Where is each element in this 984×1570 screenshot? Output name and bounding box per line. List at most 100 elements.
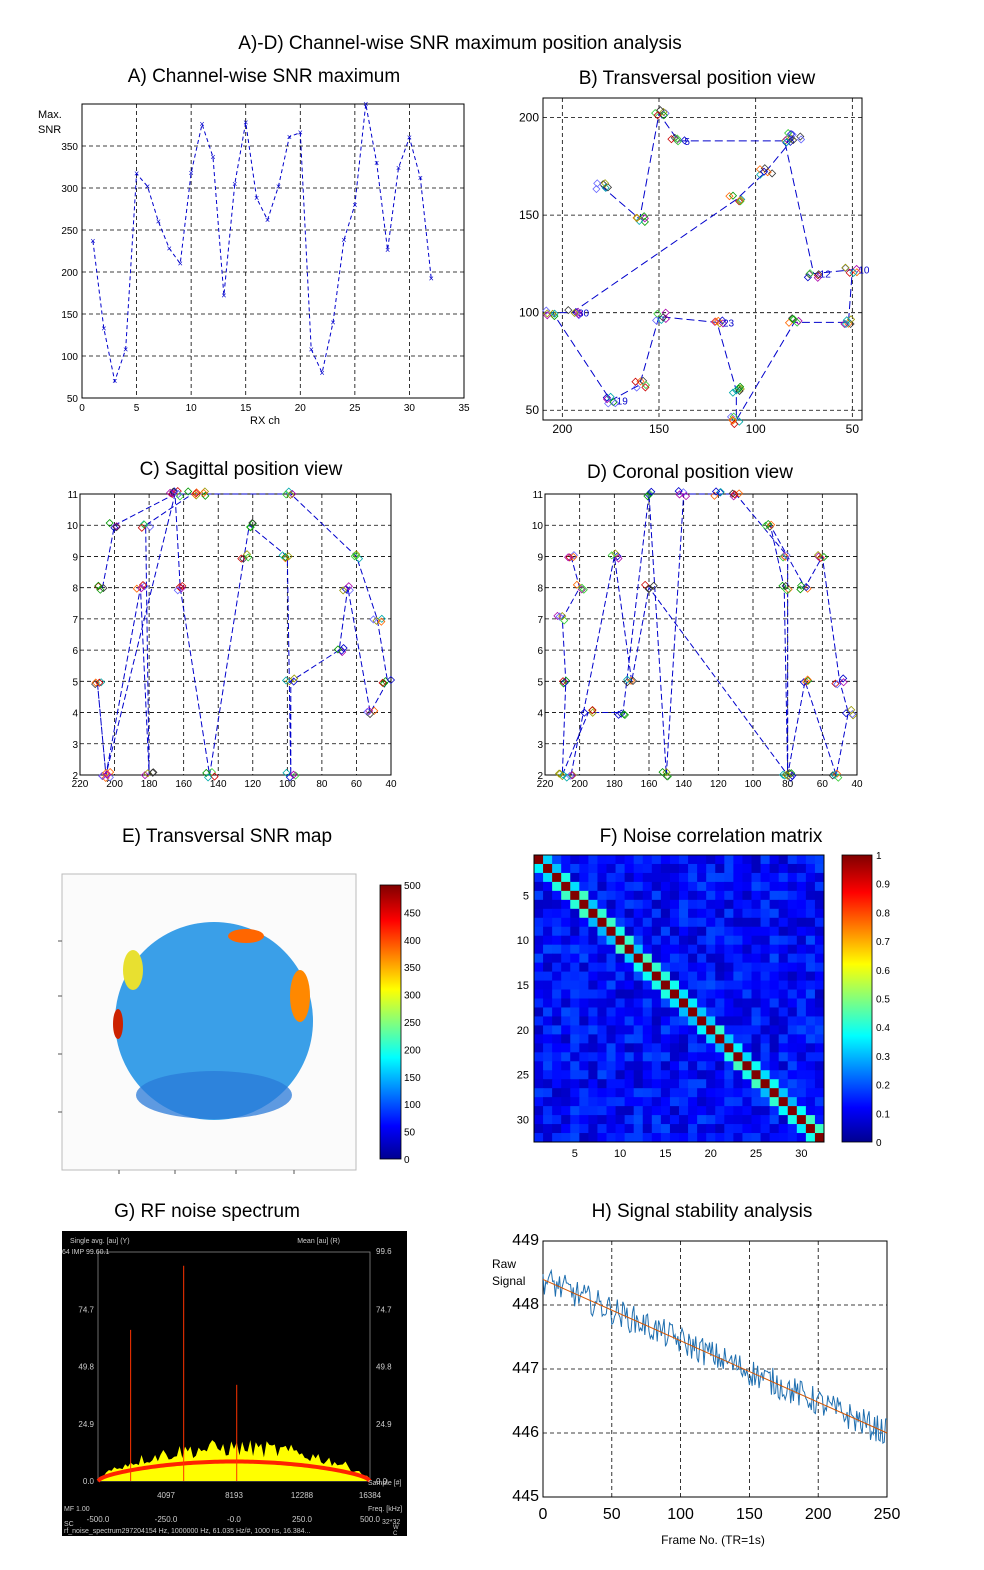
matrix-cell	[552, 1070, 562, 1080]
matrix-cell	[805, 881, 816, 892]
matrix-cell	[679, 1079, 689, 1089]
colorbar-tick-label: 350	[404, 963, 421, 974]
matrix-cell	[742, 855, 752, 865]
matrix-cell	[669, 1061, 680, 1071]
matrix-cell	[651, 1007, 662, 1017]
y-tick-label: 3	[72, 740, 78, 751]
matrix-cell	[651, 1097, 662, 1107]
matrix-cell	[606, 890, 617, 901]
x-tick-label: 150	[649, 422, 669, 436]
matrix-cell	[615, 1070, 626, 1080]
matrix-cell	[805, 989, 816, 999]
cluster-marker	[281, 554, 290, 563]
matrix-cell	[751, 1034, 762, 1044]
cluster-marker	[95, 678, 104, 687]
cluster-marker	[789, 136, 798, 145]
matrix-cell	[796, 989, 807, 999]
matrix-cell	[688, 953, 698, 964]
y-axis-label: Raw	[492, 1257, 516, 1271]
cluster-marker	[623, 675, 632, 684]
cluster-marker	[643, 491, 652, 501]
cluster-marker	[830, 770, 839, 779]
matrix-cell	[543, 899, 553, 910]
matrix-cell	[534, 890, 544, 901]
y-tick-label: 150	[519, 208, 539, 222]
cluster-marker	[796, 132, 805, 141]
cluster-marker	[846, 315, 856, 324]
matrix-cell	[615, 1124, 626, 1134]
top-left-text: 64 IMP 99.60.1	[62, 1249, 109, 1256]
matrix-cell	[669, 1016, 680, 1026]
matrix-cell	[552, 1124, 562, 1134]
matrix-cell	[561, 1115, 571, 1125]
matrix-cell	[669, 1052, 680, 1062]
matrix-cell	[688, 1133, 698, 1143]
matrix-cell	[543, 971, 553, 982]
cluster-marker	[105, 773, 114, 782]
matrix-cell	[706, 1016, 716, 1026]
snr-hotspot	[228, 929, 264, 943]
matrix-cell	[642, 1052, 653, 1062]
matrix-cell	[697, 872, 707, 883]
matrix-cell	[796, 1016, 807, 1026]
cluster-marker	[644, 584, 653, 594]
cluster-marker	[635, 216, 644, 226]
matrix-cell	[733, 1097, 743, 1107]
matrix-cell	[742, 971, 752, 982]
matrix-cell	[787, 980, 798, 991]
matrix-cell	[651, 980, 662, 991]
cluster-marker	[803, 584, 812, 593]
matrix-cell	[688, 1052, 698, 1062]
cluster-marker	[803, 676, 813, 685]
matrix-cell	[633, 1052, 644, 1062]
matrix-cell	[669, 881, 680, 892]
matrix-cell	[615, 926, 626, 937]
matrix-cell	[706, 1079, 716, 1089]
cluster-marker	[786, 137, 795, 146]
matrix-cell	[570, 980, 580, 991]
matrix-cell	[733, 1124, 743, 1134]
matrix-cell	[760, 953, 771, 964]
matrix-cell	[651, 1115, 662, 1125]
matrix-cell	[660, 980, 671, 991]
matrix-cell	[805, 1088, 816, 1098]
matrix-cell	[805, 908, 816, 919]
matrix-cell	[751, 1097, 762, 1107]
matrix-cell	[543, 1025, 553, 1035]
matrix-cell	[579, 989, 589, 999]
matrix-cell	[624, 855, 635, 865]
matrix-cell	[597, 1052, 607, 1062]
matrix-cell	[769, 1097, 780, 1107]
matrix-cell	[543, 1115, 553, 1125]
matrix-cell	[642, 917, 653, 928]
matrix-cell	[579, 935, 589, 946]
matrix-cell	[778, 1124, 789, 1134]
cluster-marker	[369, 615, 378, 624]
matrix-cell	[706, 1052, 716, 1062]
matrix-cell	[570, 1088, 580, 1098]
matrix-cell	[651, 1088, 662, 1098]
matrix-cell	[751, 917, 762, 928]
colorbar-tick-label: 450	[404, 908, 421, 919]
matrix-cell	[778, 890, 789, 901]
y-tick-label: 445	[512, 1488, 539, 1505]
data-point: ×	[112, 376, 117, 386]
matrix-cell	[579, 1115, 589, 1125]
matrix-cell	[624, 1025, 635, 1035]
matrix-cell	[570, 863, 580, 874]
matrix-cell	[787, 1133, 798, 1143]
matrix-cell	[534, 1079, 544, 1089]
matrix-cell	[751, 1106, 762, 1116]
matrix-cell	[769, 908, 780, 919]
matrix-cell	[570, 989, 580, 999]
matrix-cell	[633, 1097, 644, 1107]
matrix-cell	[588, 953, 598, 964]
matrix-cell	[751, 1115, 762, 1125]
cluster-marker	[244, 553, 253, 562]
matrix-cell	[796, 980, 807, 991]
matrix-cell	[679, 1088, 689, 1098]
matrix-cell	[534, 935, 544, 946]
matrix-cell	[615, 890, 626, 901]
matrix-cell	[715, 962, 725, 973]
matrix-cell	[534, 1061, 544, 1071]
